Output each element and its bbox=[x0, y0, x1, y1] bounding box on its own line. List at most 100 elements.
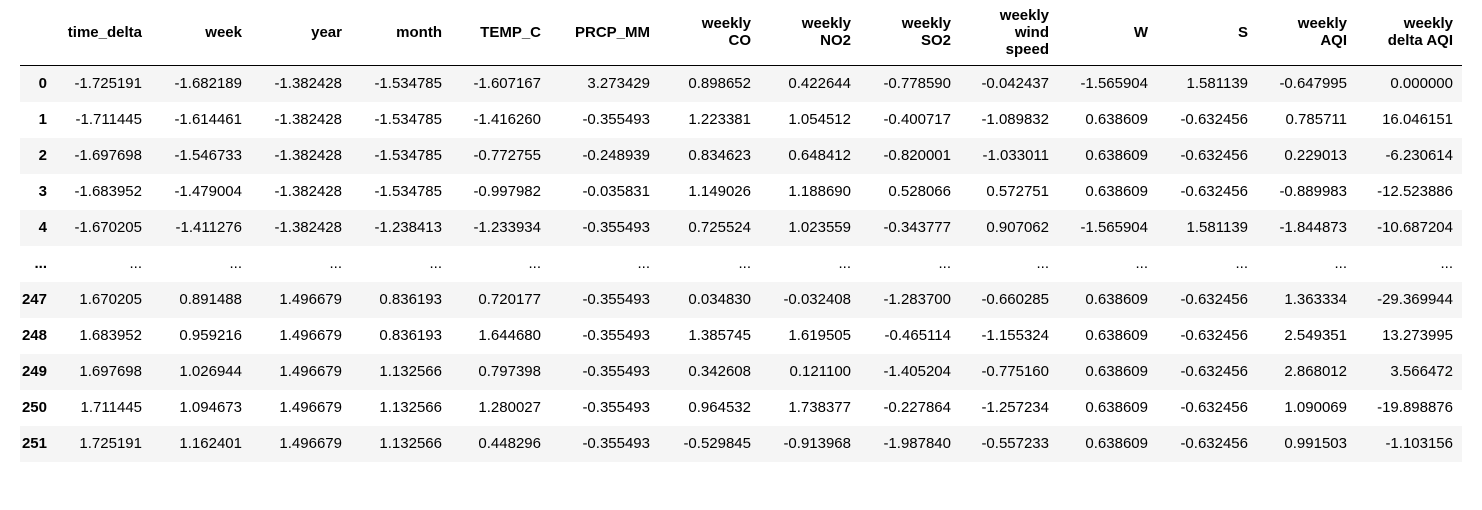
table-cell: ... bbox=[1036, 254, 1049, 272]
table-cell: 0.572751 bbox=[986, 182, 1049, 200]
table-cell: 1.644680 bbox=[478, 326, 541, 344]
table-row: 4 -1.670205 -1.411276 -1.382428 -1.238413 -1.… bbox=[20, 209, 1462, 246]
table-cell: -0.042437 bbox=[981, 74, 1049, 92]
table-cell: -1.416260 bbox=[473, 110, 541, 128]
row-index: 248 bbox=[21, 326, 47, 344]
table-cell: 1.054512 bbox=[788, 110, 851, 128]
table-cell: 0.034830 bbox=[688, 290, 751, 308]
column-header-label: delta AQI bbox=[1387, 32, 1453, 49]
table-cell: 0.725524 bbox=[688, 218, 751, 236]
table-cell: 0.000000 bbox=[1390, 74, 1453, 92]
table-cell: -1.534785 bbox=[374, 182, 442, 200]
table-cell: 3.273429 bbox=[587, 74, 650, 92]
table-cell: -1.238413 bbox=[374, 218, 442, 236]
table-cell: -0.997982 bbox=[473, 182, 541, 200]
column-header: weekly NO2 bbox=[760, 1, 860, 66]
table-cell: 0.121100 bbox=[789, 362, 851, 380]
row-index: 3 bbox=[38, 182, 47, 200]
table-cell: -0.775160 bbox=[981, 362, 1049, 380]
column-header: weekly CO bbox=[659, 1, 760, 66]
column-header-label: weekly bbox=[1403, 15, 1453, 32]
table-cell: -0.355493 bbox=[582, 326, 650, 344]
table-cell: 1.223381 bbox=[688, 110, 751, 128]
table-cell: -0.632456 bbox=[1180, 434, 1248, 452]
column-header-label: NO2 bbox=[820, 32, 851, 49]
table-cell: -0.343777 bbox=[883, 218, 951, 236]
table-cell: 0.638609 bbox=[1085, 434, 1148, 452]
column-header: weekly wind speed bbox=[960, 1, 1058, 66]
table-row: 251 1.725191 1.162401 1.496679 1.132566 0.448… bbox=[20, 425, 1462, 462]
table-cell: 1.496679 bbox=[279, 362, 342, 380]
table-cell: 1.132566 bbox=[379, 434, 442, 452]
table-cell: 1.188690 bbox=[788, 182, 851, 200]
table-cell: 0.229013 bbox=[1284, 146, 1347, 164]
table-cell: -0.355493 bbox=[582, 290, 650, 308]
table-cell: -1.283700 bbox=[883, 290, 951, 308]
table-cell: -1.546733 bbox=[174, 146, 242, 164]
table-cell: 0.638609 bbox=[1085, 398, 1148, 416]
table-cell: 0.638609 bbox=[1085, 146, 1148, 164]
row-index: 4 bbox=[38, 218, 47, 236]
table-cell: 0.342608 bbox=[688, 362, 751, 380]
table-cell: 0.720177 bbox=[478, 290, 541, 308]
column-header: month bbox=[351, 1, 451, 66]
table-cell: ... bbox=[1235, 254, 1248, 272]
table-cell: 0.836193 bbox=[379, 290, 442, 308]
row-index: 2 bbox=[38, 146, 47, 164]
table-cell: 0.638609 bbox=[1085, 362, 1148, 380]
column-header-label: TEMP_C bbox=[480, 23, 541, 41]
row-index: 0 bbox=[38, 74, 47, 92]
table-cell: ... bbox=[329, 254, 342, 272]
table-cell: ... bbox=[1440, 254, 1453, 272]
column-header: time_delta bbox=[57, 1, 151, 66]
table-cell: -1.670205 bbox=[74, 218, 142, 236]
table-cell: -0.889983 bbox=[1279, 182, 1347, 200]
table-cell: -12.523886 bbox=[1377, 182, 1453, 200]
table-cell: -1.382428 bbox=[274, 218, 342, 236]
table-cell: 1.496679 bbox=[279, 434, 342, 452]
column-header-label: speed bbox=[1005, 40, 1049, 58]
column-header: W bbox=[1058, 1, 1157, 66]
table-cell: -1.614461 bbox=[174, 110, 242, 128]
table-header: time_delta week year month TEMP_C PRCP_MM week… bbox=[20, 1, 1462, 66]
column-header-label: year bbox=[311, 23, 342, 41]
table-cell: -1.233934 bbox=[473, 218, 541, 236]
table-cell: 1.026944 bbox=[179, 362, 242, 380]
table-cell: 0.834623 bbox=[688, 146, 751, 164]
table-cell: -0.913968 bbox=[783, 434, 851, 452]
column-header-label: W bbox=[1133, 23, 1148, 41]
table-cell: 1.725191 bbox=[79, 434, 142, 452]
row-index: 251 bbox=[21, 434, 47, 452]
table-row: 2 -1.697698 -1.546733 -1.382428 -1.534785 -0.… bbox=[20, 137, 1462, 174]
header-row: time_delta week year month TEMP_C PRCP_MM week… bbox=[20, 1, 1462, 66]
table-cell: -0.632456 bbox=[1180, 398, 1248, 416]
table-cell: -0.248939 bbox=[582, 146, 650, 164]
ellipsis-row: ........................................… bbox=[20, 245, 1462, 282]
table-cell: ... bbox=[938, 254, 951, 272]
table-cell: 1.711445 bbox=[80, 398, 142, 416]
dataframe-table: time_delta week year month TEMP_C PRCP_MM week… bbox=[20, 1, 1462, 462]
table-cell: -0.632456 bbox=[1180, 290, 1248, 308]
table-cell: 1.023559 bbox=[788, 218, 851, 236]
table-cell: -0.355493 bbox=[582, 434, 650, 452]
table-cell: -0.032408 bbox=[783, 290, 851, 308]
table-cell: ... bbox=[637, 254, 650, 272]
table-cell: 0.964532 bbox=[688, 398, 751, 416]
table-cell: -0.355493 bbox=[582, 362, 650, 380]
table-cell: 0.638609 bbox=[1085, 182, 1148, 200]
column-header: S bbox=[1157, 1, 1257, 66]
table-cell: ... bbox=[738, 254, 751, 272]
column-header-label: PRCP_MM bbox=[574, 23, 650, 41]
table-cell: -1.405204 bbox=[883, 362, 951, 380]
row-index: 250 bbox=[21, 398, 47, 416]
column-header: TEMP_C bbox=[451, 1, 550, 66]
table-cell: -0.632456 bbox=[1180, 146, 1248, 164]
table-cell: -1.607167 bbox=[473, 74, 541, 92]
table-cell: ... bbox=[129, 254, 142, 272]
table-cell: 0.638609 bbox=[1085, 110, 1148, 128]
table-cell: -0.529845 bbox=[683, 434, 751, 452]
table-cell: -0.632456 bbox=[1180, 182, 1248, 200]
table-cell: 0.528066 bbox=[888, 182, 951, 200]
row-index: 249 bbox=[21, 362, 47, 380]
table-cell: -1.565904 bbox=[1080, 74, 1148, 92]
